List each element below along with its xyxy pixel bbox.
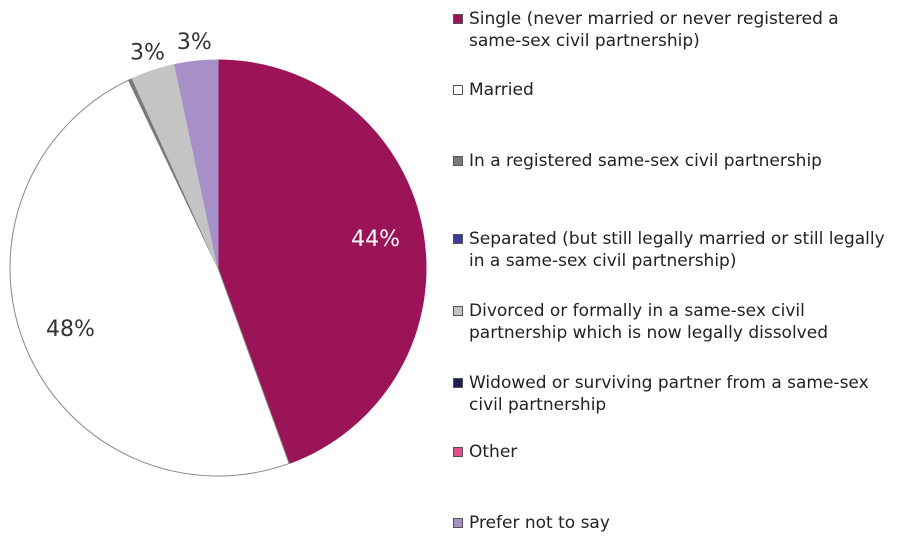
legend-label: Single (never married or never registere… xyxy=(469,9,839,51)
pie-slice xyxy=(9,79,290,477)
chart: 44% 48% 3% 3% xyxy=(9,30,427,477)
legend-item: In a registered same-sex civil partnersh… xyxy=(453,150,893,172)
legend-item: Separated (but still legally married or … xyxy=(453,228,893,272)
legend-label: Prefer not to say xyxy=(469,513,610,533)
legend-swatch xyxy=(453,85,463,95)
legend-label: Separated (but still legally married or … xyxy=(469,229,885,271)
legend-swatch xyxy=(453,14,463,24)
legend-item: Single (never married or never registere… xyxy=(453,8,893,52)
legend-item: Prefer not to say xyxy=(453,512,893,534)
legend-item: Married xyxy=(453,79,893,101)
legend-swatch xyxy=(453,518,463,528)
data-label: 48% xyxy=(46,317,95,342)
pie-slice xyxy=(174,59,219,269)
legend-swatch xyxy=(453,306,463,316)
legend-label: Widowed or surviving partner from a same… xyxy=(469,373,869,415)
data-label: 3% xyxy=(130,40,165,65)
pie-slice xyxy=(217,59,427,465)
legend-swatch xyxy=(453,447,463,457)
legend-item: Widowed or surviving partner from a same… xyxy=(453,372,893,416)
legend-label: Other xyxy=(469,442,518,462)
legend-swatch xyxy=(453,378,463,388)
legend-label: In a registered same-sex civil partnersh… xyxy=(469,151,822,171)
data-label: 44% xyxy=(351,227,400,252)
legend-label: Divorced or formally in a same-sex civil… xyxy=(469,301,828,343)
legend-item: Other xyxy=(453,441,893,463)
legend-swatch xyxy=(453,234,463,244)
legend-label: Married xyxy=(469,80,534,100)
data-label: 3% xyxy=(177,30,212,55)
legend-item: Divorced or formally in a same-sex civil… xyxy=(453,300,893,344)
legend-swatch xyxy=(453,156,463,166)
